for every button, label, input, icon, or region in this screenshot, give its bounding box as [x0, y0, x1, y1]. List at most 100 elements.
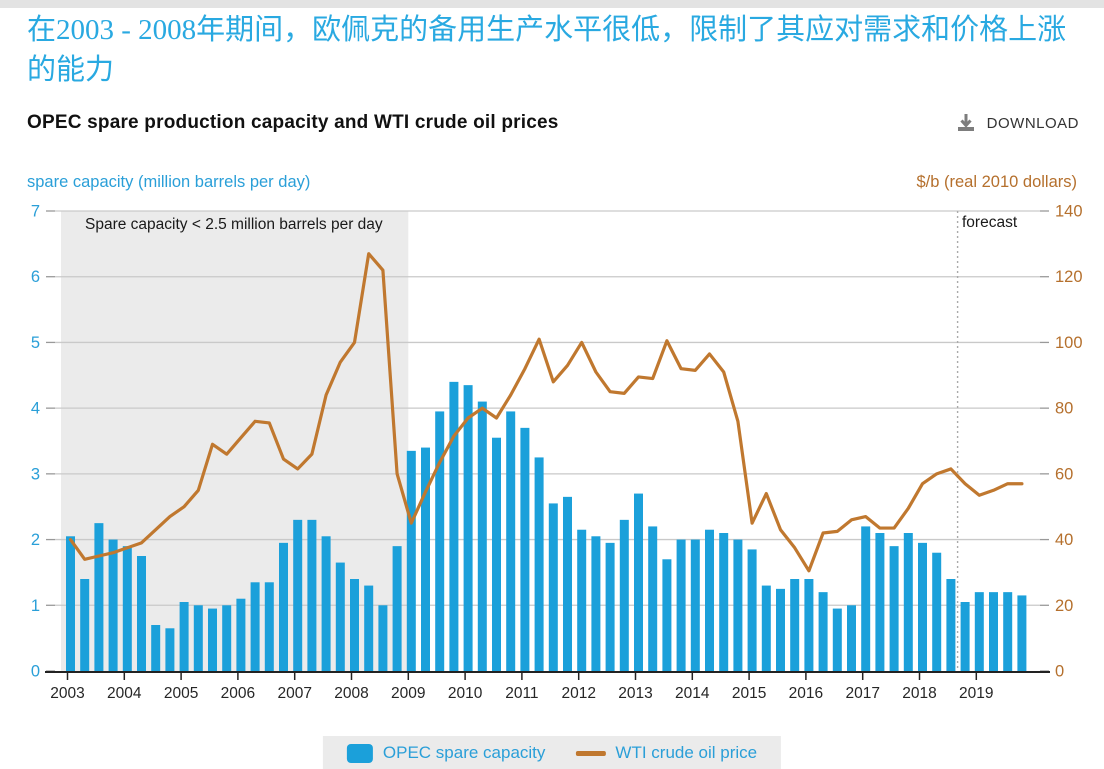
year-label: 2011 [505, 685, 538, 702]
spare-capacity-bar [293, 519, 303, 671]
spare-capacity-bar [378, 605, 388, 671]
spare-capacity-bar [918, 542, 927, 671]
spare-capacity-bar [151, 625, 161, 671]
spare-capacity-bar [449, 381, 459, 671]
year-label: 2008 [334, 685, 368, 702]
spare-capacity-bar [662, 559, 672, 671]
spare-capacity-bar [690, 539, 700, 671]
spare-capacity-bar [889, 546, 899, 671]
year-label: 2004 [107, 685, 142, 702]
spare-capacity-bar [719, 533, 729, 671]
chart-title: OPEC spare production capacity and WTI c… [27, 112, 559, 133]
spare-capacity-bar [520, 427, 530, 671]
spare-capacity-bar [108, 539, 118, 671]
spare-capacity-bar [648, 526, 658, 671]
left-axis-title: spare capacity (million barrels per day) [27, 173, 311, 191]
spare-capacity-bar [776, 588, 785, 671]
spare-capacity-bar [761, 585, 771, 671]
spare-capacity-bar [818, 592, 828, 671]
year-label: 2014 [675, 685, 710, 702]
forecast-label: forecast [962, 214, 1018, 231]
spare-capacity-bar [80, 579, 90, 671]
right-axis-tick-label: 80 [1055, 400, 1073, 418]
left-axis-tick-label: 5 [31, 334, 40, 352]
spare-capacity-bar [321, 536, 331, 671]
top-divider-bar [0, 0, 1104, 8]
right-axis-tick-label: 40 [1055, 531, 1073, 549]
spare-capacity-bar [946, 579, 956, 671]
spare-capacity-bar [804, 579, 814, 671]
spare-capacity-bar [307, 519, 317, 671]
spare-capacity-bar [974, 592, 984, 671]
right-axis-tick-label: 120 [1055, 268, 1083, 286]
year-label: 2005 [164, 685, 198, 702]
spare-capacity-bar [989, 592, 998, 671]
spare-capacity-bar [435, 411, 445, 671]
spare-capacity-bar [847, 605, 856, 671]
right-axis-title: $/b (real 2010 dollars) [916, 173, 1077, 191]
title-row: OPEC spare production capacity and WTI c… [27, 112, 1079, 134]
spare-capacity-bar [733, 539, 743, 671]
spare-capacity-bar [591, 536, 601, 671]
download-label: DOWNLOAD [986, 114, 1079, 132]
year-label: 2006 [221, 685, 255, 702]
spare-capacity-bar [193, 605, 203, 671]
shaded-region-annotation: Spare capacity < 2.5 million barrels per… [85, 216, 383, 233]
spare-capacity-bar [1003, 592, 1013, 671]
spare-capacity-bar [364, 585, 374, 671]
legend-item-spare-capacity[interactable]: OPEC spare capacity [346, 743, 546, 763]
spare-capacity-bar [222, 605, 232, 671]
spare-capacity-bar [250, 582, 260, 671]
spare-capacity-bar [903, 533, 913, 671]
left-axis-tick-label: 4 [31, 400, 40, 418]
spare-capacity-bar [477, 401, 487, 671]
spare-capacity-bar [605, 542, 615, 671]
legend-label-spare-capacity: OPEC spare capacity [382, 743, 546, 762]
download-icon [955, 112, 977, 134]
spare-capacity-bar [350, 579, 359, 671]
spare-capacity-bar [960, 602, 970, 671]
left-axis-tick-label: 3 [31, 465, 40, 483]
wti-price-line [68, 252, 1024, 573]
right-axis-tick-label: 0 [1055, 663, 1064, 681]
left-axis-tick-label: 7 [31, 203, 40, 221]
legend: OPEC spare capacity WTI crude oil price [322, 736, 782, 769]
legend-label-wti-price: WTI crude oil price [615, 743, 758, 762]
year-label: 2007 [277, 685, 311, 702]
spare-capacity-bar [335, 562, 345, 671]
spare-capacity-bar [875, 533, 885, 671]
right-axis-tick-label: 20 [1055, 597, 1073, 615]
year-label: 2012 [561, 685, 595, 702]
spare-capacity-bar [236, 598, 246, 671]
spare-capacity-bar [506, 411, 516, 671]
right-axis-tick-label: 140 [1055, 203, 1083, 221]
spare-capacity-bar [790, 579, 800, 671]
legend-item-wti-price[interactable]: WTI crude oil price [575, 743, 757, 763]
spare-capacity-bar [534, 457, 544, 671]
spare-capacity-bar [165, 628, 175, 671]
spare-capacity-bar [832, 608, 842, 671]
spare-capacity-bar [392, 546, 402, 671]
spare-capacity-bar [421, 447, 430, 671]
download-button[interactable]: DOWNLOAD [955, 112, 1079, 134]
spare-capacity-bar [548, 503, 558, 671]
spare-capacity-bar [66, 536, 75, 671]
year-label: 2015 [732, 685, 766, 702]
left-axis-tick-label: 2 [31, 531, 40, 549]
year-label: 2017 [845, 685, 879, 702]
spare-capacity-bar [122, 546, 132, 671]
spare-capacity-bar [179, 602, 189, 671]
left-axis-tick-label: 0 [31, 663, 40, 681]
year-label: 2018 [902, 685, 936, 702]
spare-capacity-bar [747, 549, 757, 671]
spare-capacity-bar [264, 582, 274, 671]
right-axis-tick-label: 100 [1055, 334, 1083, 352]
spare-capacity-bar [279, 542, 288, 671]
spare-capacity-bar [634, 493, 643, 671]
spare-capacity-bar [208, 608, 217, 671]
wti-line-swatch [575, 750, 606, 756]
year-label: 2019 [959, 685, 993, 702]
year-label: 2016 [789, 685, 823, 702]
